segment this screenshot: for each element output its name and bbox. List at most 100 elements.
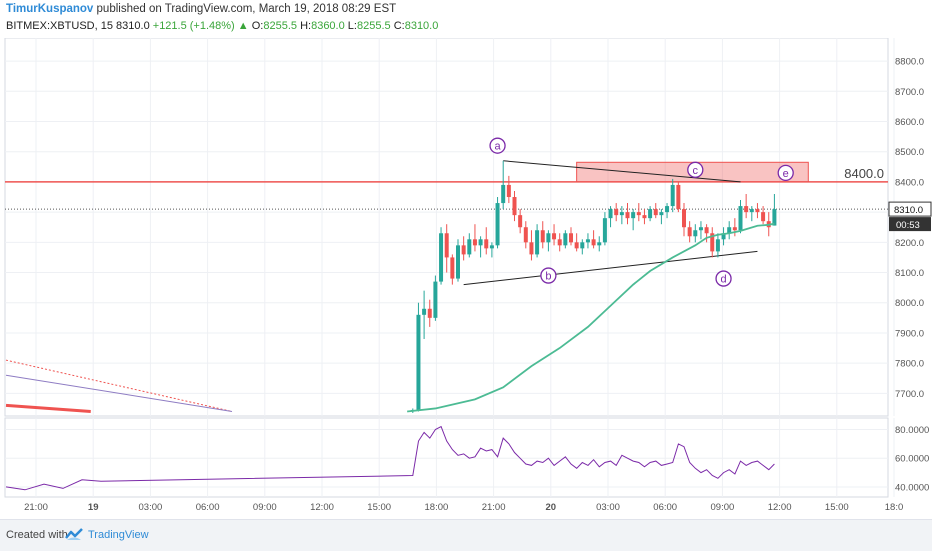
created-with-label: Created with [6,529,68,541]
candle-body [506,184,511,198]
candle-body [472,239,477,246]
close-value: 8310.0 [404,20,439,32]
tradingview-brand-link[interactable]: TradingView [88,529,149,541]
candle-body [512,197,517,216]
wave-label-circle [540,267,557,284]
wave-label-a: a [494,141,501,153]
rsi-pane [4,417,889,498]
candle-body [727,227,732,234]
y-tick-label: 8500.0 [895,147,924,158]
candle-body [693,230,698,237]
x-tick-label: 21:00 [482,502,506,513]
wave-label-d: d [720,274,726,286]
wave-label-circle [777,164,794,182]
candle-body [704,227,709,234]
candle-body [749,209,754,213]
footer-bar: Created with TradingView [0,519,932,551]
candle-body [715,239,720,252]
chart-header: TimurKuspanov published on TradingView.c… [0,0,932,38]
published-text: published on TradingView.com, March 19, … [96,3,397,15]
x-tick-label: 12:00 [310,502,334,513]
low-label: L: [347,20,357,32]
candle-body [529,242,534,255]
wave-label-circle [489,137,506,154]
candle-body [416,314,421,410]
candle-body [648,209,653,219]
y-tick-label: 8700.0 [895,87,924,98]
wave-label-e: e [783,168,789,180]
candle-body [540,230,545,243]
candle-body [772,209,777,226]
x-tick-label: 12:00 [768,502,792,513]
candle-body [642,215,647,219]
old-trend-line [5,374,233,412]
x-tick-label: 18:0 [885,502,904,513]
x-tick-label: 06:00 [196,502,220,513]
candle-body [439,233,444,282]
old-trend-line [5,359,233,412]
x-tick-label: 21:00 [24,502,48,513]
price-chart[interactable]: 21:00 19 03:00 06:00 09:00 12:00 15:00 18:00 21:… [0,38,932,519]
candle-body [659,212,664,216]
candle-body [569,233,573,243]
symbol-label[interactable]: BITMEX:XBTUSD, 15 [6,20,113,32]
countdown-tag [889,217,931,232]
candle-body [631,212,636,219]
candle-body [614,209,619,216]
last-price-tag-text: 8310.0 [894,205,923,216]
y-tick-label: 8200.0 [895,238,924,249]
candle-body [591,239,596,246]
rsi-tick-label: 80.0000 [895,425,929,436]
x-tick-label: 06:00 [653,502,677,513]
x-tick-label: 19 [88,502,99,513]
change-arrow-icon: ▲ [237,20,249,32]
rsi-tick-label: 60.0000 [895,454,929,465]
y-tick-label: 8600.0 [895,117,924,128]
candle-body [744,206,749,213]
author-link[interactable]: TimurKuspanov [6,3,94,15]
symbol-info: BITMEX:XBTUSD, 15 8310.0 +121.5 (+1.48%)… [6,20,438,32]
candle-body [489,245,494,249]
ema-line [407,222,775,413]
candle-body [552,233,557,240]
y-tick-label: 8000.0 [895,298,924,309]
last-price-tag [888,201,932,217]
candle-body [653,209,658,216]
x-tick-label: 20 [546,502,557,513]
candle-body [574,242,579,249]
candle-body [427,308,432,318]
rsi-tick-label: 40.0000 [895,482,929,493]
candle-body [682,209,686,228]
candle-body [535,230,540,255]
y-tick-label: 8100.0 [895,268,924,279]
candle-body [721,233,726,240]
x-tick-label: 09:00 [711,502,735,513]
candle-body [619,212,624,216]
x-tick-label: 03:00 [596,502,620,513]
y-tick-label: 7900.0 [895,328,924,339]
candle-body [461,245,466,255]
candle-body [597,242,602,246]
x-tick-label: 15:00 [367,502,391,513]
candle-body [636,212,641,216]
candle-body [755,209,760,213]
candle-body [608,209,613,219]
candle-body [518,215,523,228]
low-value: 8255.5 [356,20,391,32]
rsi-line [5,425,775,491]
open-label: O: [251,20,264,32]
candle-body [665,206,670,213]
y-tick-label: 7800.0 [895,359,924,370]
high-label: H: [300,20,312,32]
y-tick-label: 7700.0 [895,389,924,400]
candle-body [676,184,681,210]
y-tick-label: 8400.0 [895,177,924,188]
wave-label-circle [715,270,732,287]
candle-body [557,239,562,246]
candle-body [433,281,438,318]
candle-body [687,227,692,237]
x-tick-label: 09:00 [253,502,277,513]
candle-body [580,242,585,249]
candle-body [698,227,703,231]
wave-label-c: c [693,165,699,177]
